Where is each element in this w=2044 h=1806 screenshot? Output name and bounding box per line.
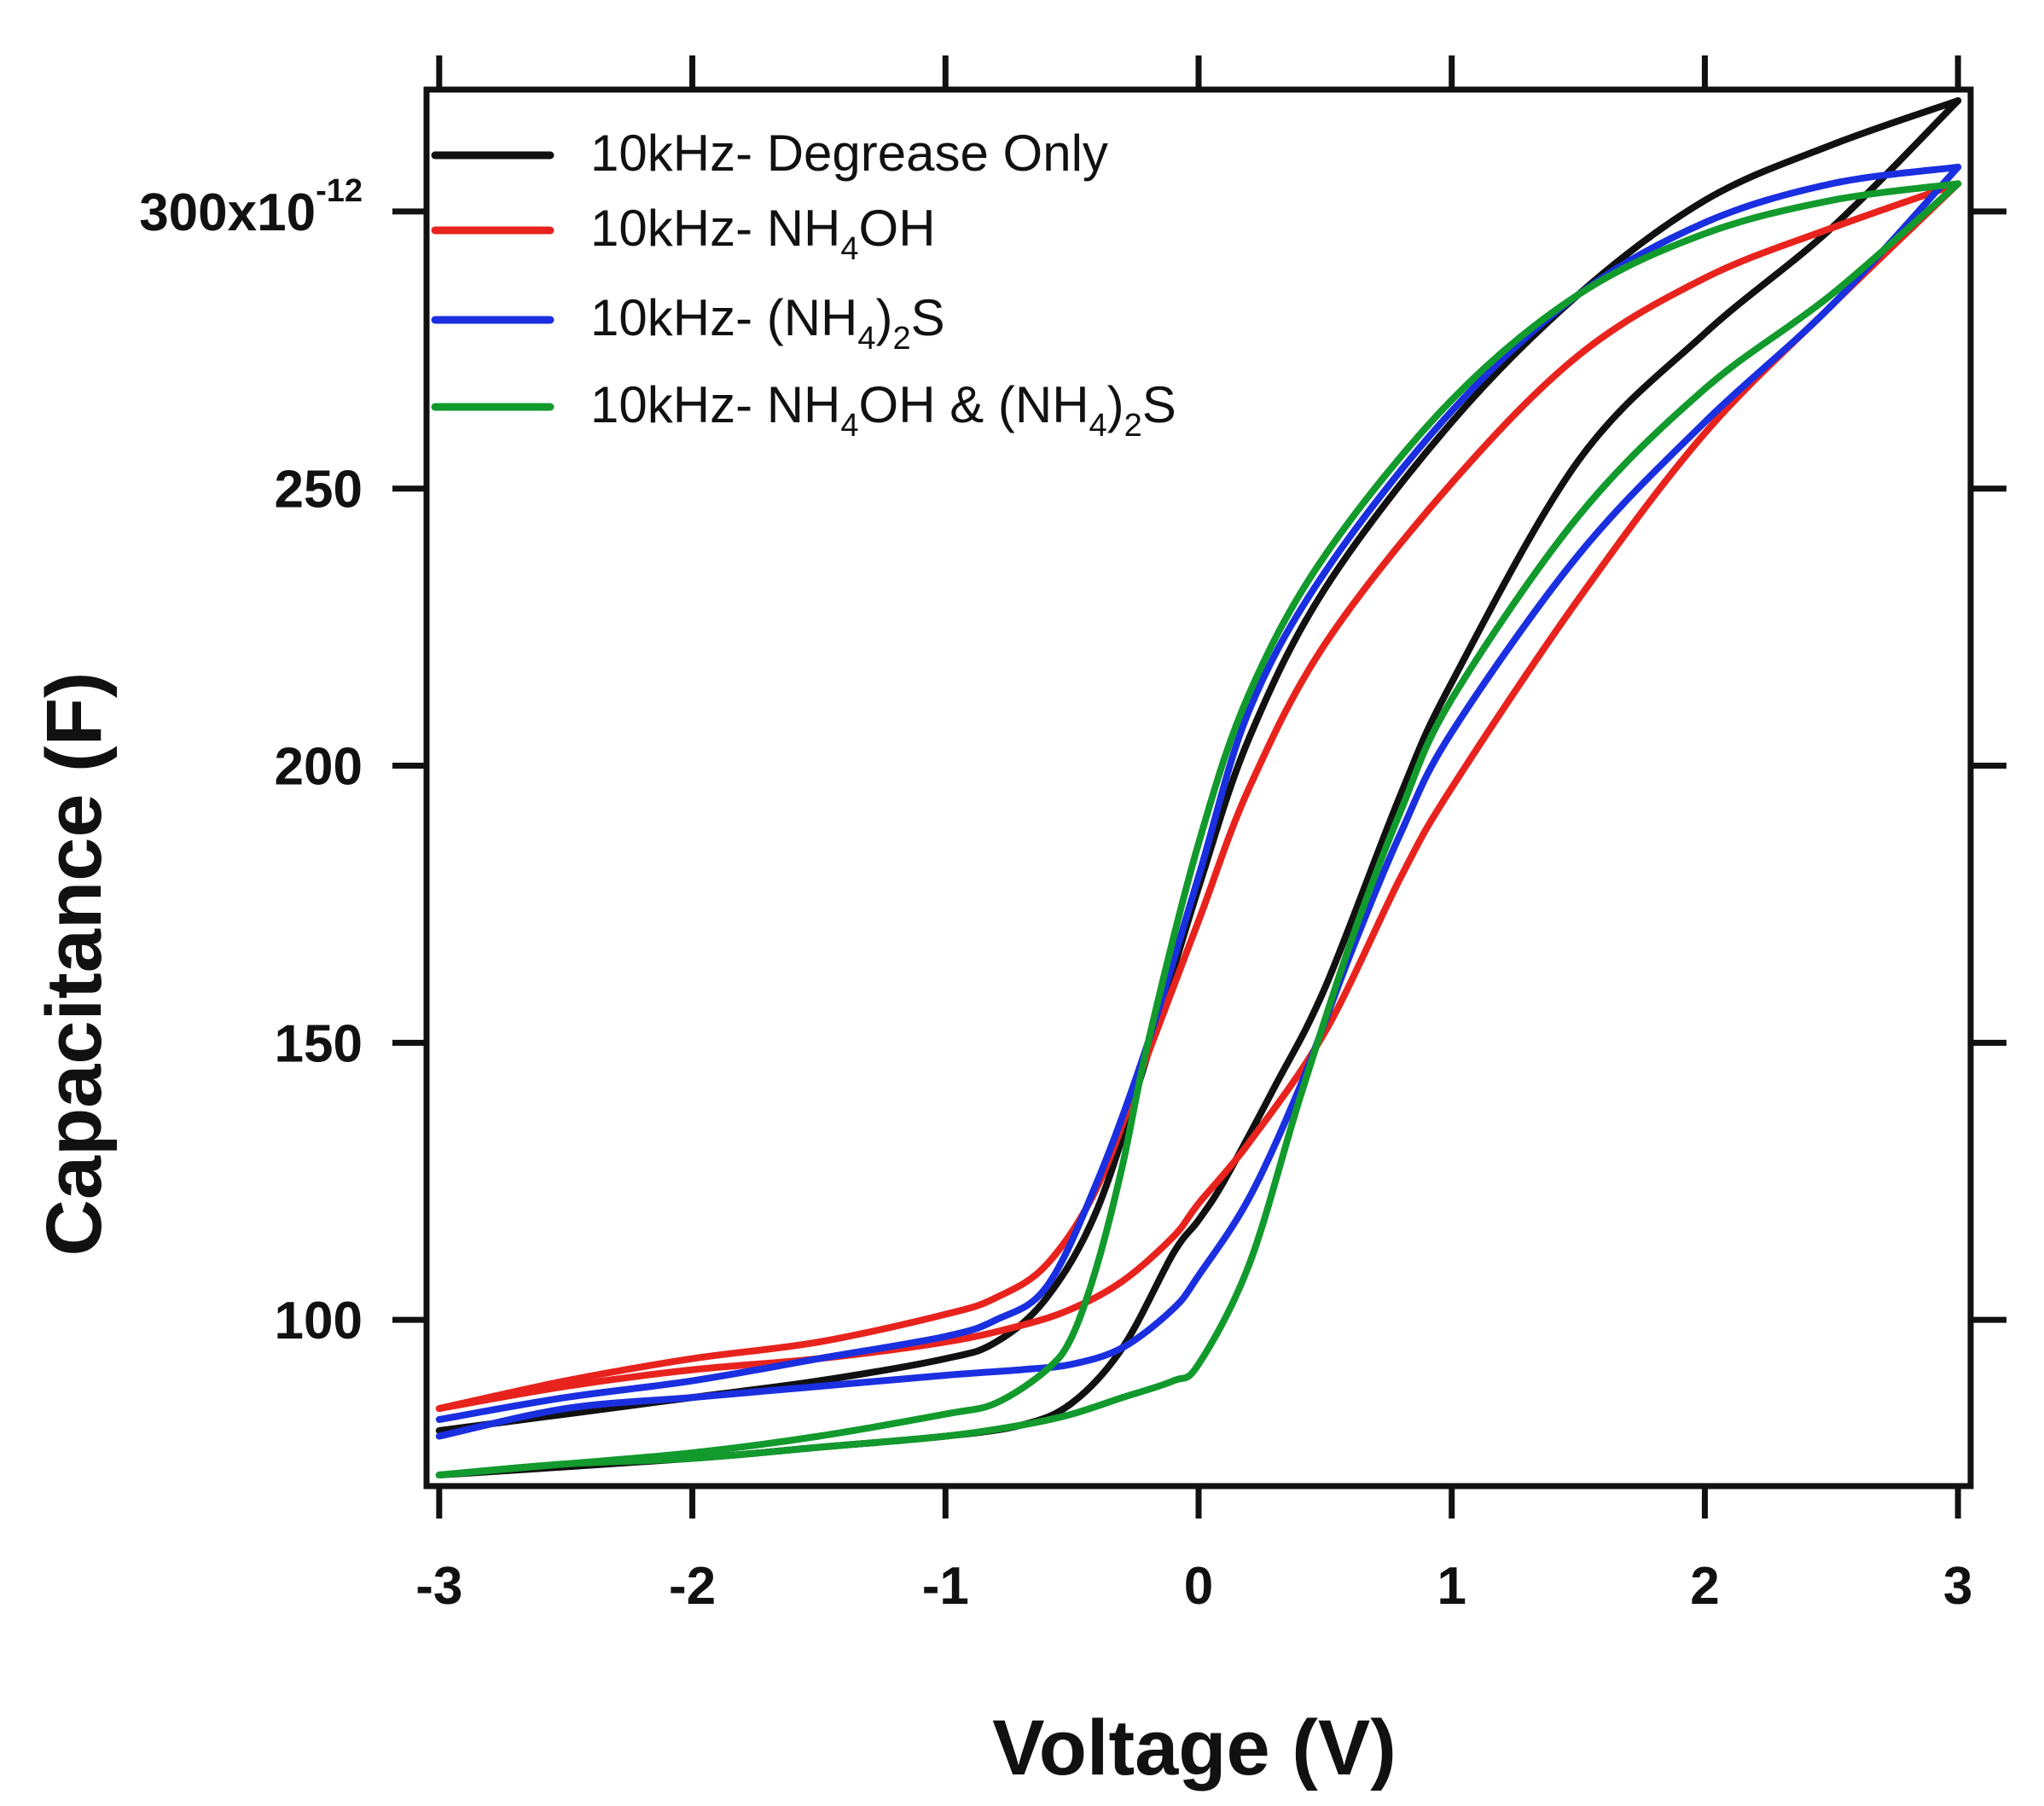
y-tick-label: 200 <box>275 738 363 797</box>
legend-label-2: 10kHz- NH4OH <box>590 200 936 267</box>
y-tick-label: 100 <box>275 1292 363 1350</box>
series-2-reverse-sweep <box>435 180 1962 1413</box>
legend-label-1: 10kHz- Degrease Only <box>590 125 1108 182</box>
x-axis-title: Voltage (V) <box>992 1704 1397 1791</box>
legend: 10kHz- Degrease Only 10kHz- NH4OH 10kHz- (… <box>431 125 1176 444</box>
x-tick-label: 2 <box>1690 1557 1719 1616</box>
axes: -3 -2 -1 0 1 2 3 100 150 200 250 300x10-12 <box>139 55 2006 1616</box>
legend-label-3: 10kHz- (NH4)2S <box>590 289 945 357</box>
y-tick-label: 150 <box>275 1014 363 1073</box>
x-tick-label: 1 <box>1437 1557 1466 1616</box>
series-3-forward-sweep <box>435 163 1962 1440</box>
series-4-forward-sweep <box>435 180 1962 1478</box>
plot-series <box>435 97 1962 1478</box>
x-tick-label: 0 <box>1184 1557 1213 1616</box>
y-tick-label-top: 300x10-12 <box>139 173 363 242</box>
series-3-reverse-sweep <box>435 163 1962 1423</box>
x-tick-label: 3 <box>1943 1557 1972 1616</box>
series-4-reverse-sweep <box>435 180 1962 1478</box>
x-tick-label: -1 <box>922 1557 969 1616</box>
y-tick-label: 250 <box>275 461 363 520</box>
legend-label-4: 10kHz- NH4OH & (NH4)2S <box>590 376 1176 444</box>
x-tick-label: -3 <box>415 1557 462 1616</box>
y-axis-title: Capacitance (F) <box>31 671 118 1256</box>
x-tick-label: -2 <box>669 1557 716 1616</box>
